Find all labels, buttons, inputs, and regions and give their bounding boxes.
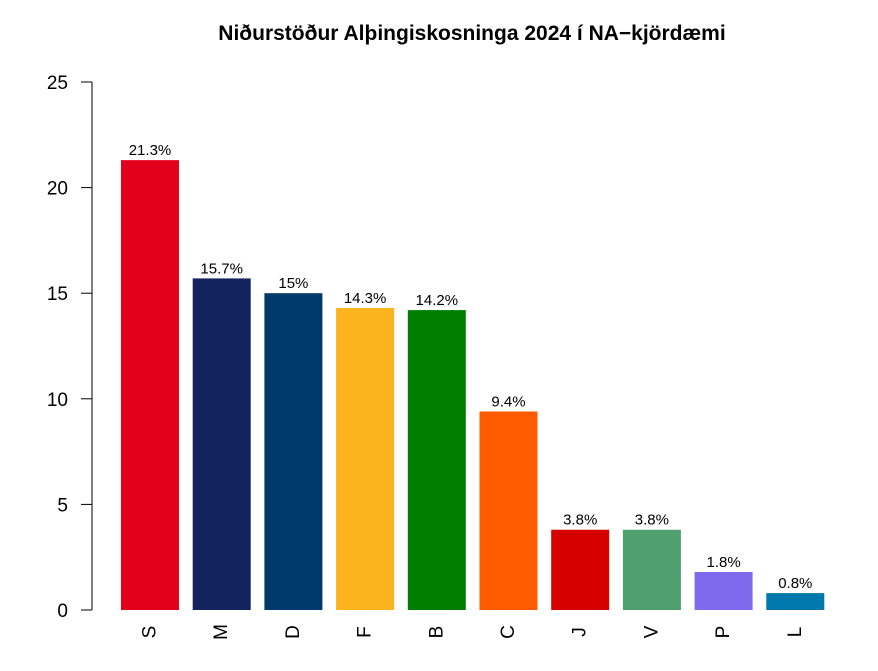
category-label-P: P (713, 626, 734, 639)
chart-title: Niðurstöður Alþingiskosninga 2024 í NA−k… (218, 22, 725, 45)
data-label-F: 14.3% (344, 290, 387, 307)
category-label-L: L (785, 627, 806, 638)
bar-J (551, 529, 610, 610)
bar-D (264, 293, 323, 610)
bar-C (479, 411, 538, 610)
y-tick-label: 5 (57, 495, 68, 516)
category-label-F: F (355, 626, 376, 638)
data-labels: 21.3% 15.7% 15% 14.3% 14.2% 9.4% 3.8% 3.8% 1.8% 0… (129, 142, 813, 592)
bar-V (622, 529, 681, 610)
category-label-J: J (570, 627, 591, 637)
bar-B (407, 310, 466, 610)
y-tick-label: 0 (57, 601, 68, 622)
data-label-V: 3.8% (635, 512, 669, 529)
bar-S (121, 160, 179, 611)
y-tick-label: 10 (47, 390, 68, 411)
bar-L (766, 593, 825, 610)
data-label-B: 14.2% (416, 292, 459, 309)
category-label-M: M (211, 624, 232, 640)
y-tick-label: 25 (47, 73, 68, 94)
y-tick-label: 20 (47, 179, 68, 200)
bar-M (192, 278, 251, 610)
y-axis: 0 5 10 15 20 25 (47, 73, 93, 622)
category-label-S: S (140, 626, 161, 639)
category-label-D: D (283, 625, 304, 639)
data-label-L: 0.8% (778, 575, 812, 592)
category-label-V: V (641, 625, 662, 638)
bar-F (336, 307, 395, 610)
category-label-C: C (498, 625, 519, 639)
data-label-M: 15.7% (200, 260, 243, 277)
y-tick-label: 15 (47, 284, 68, 305)
bar-P (694, 571, 753, 610)
data-label-C: 9.4% (491, 393, 525, 410)
data-label-D: 15% (278, 275, 308, 292)
data-label-J: 3.8% (563, 512, 597, 529)
category-label-B: B (426, 626, 447, 639)
data-label-S: 21.3% (129, 142, 172, 159)
data-label-P: 1.8% (706, 554, 740, 571)
bars (121, 160, 825, 611)
